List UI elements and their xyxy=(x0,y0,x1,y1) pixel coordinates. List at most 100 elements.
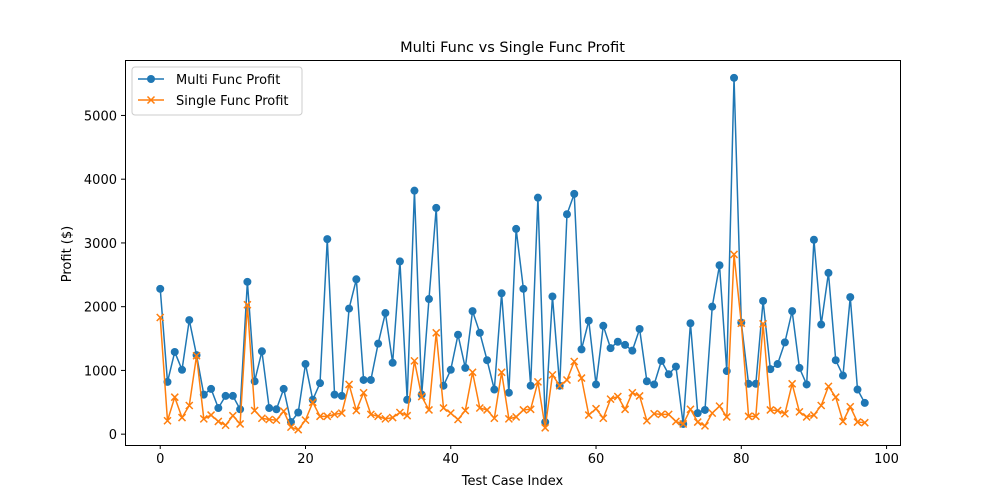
data-point xyxy=(236,419,245,428)
x-tick-label: 80 xyxy=(733,452,750,467)
data-point xyxy=(657,410,666,419)
data-point xyxy=(294,425,303,434)
data-point xyxy=(599,414,608,423)
data-point xyxy=(766,405,775,414)
data-point xyxy=(177,413,187,422)
data-point xyxy=(788,379,797,388)
data-point xyxy=(236,405,245,414)
data-point xyxy=(395,408,404,417)
data-point xyxy=(461,363,470,372)
data-point xyxy=(577,374,586,383)
data-point xyxy=(279,384,288,393)
data-point xyxy=(243,277,252,286)
data-point xyxy=(475,403,484,413)
data-point xyxy=(337,391,346,400)
data-point xyxy=(846,402,855,411)
data-point xyxy=(424,405,434,414)
data-point xyxy=(490,385,499,394)
data-point xyxy=(606,344,615,353)
data-point xyxy=(853,418,862,427)
data-point xyxy=(722,412,731,421)
data-point xyxy=(795,407,804,416)
data-point xyxy=(671,417,680,426)
y-tick-label: 5000 xyxy=(84,109,117,124)
legend: Multi Func Profit Single Func Profit xyxy=(131,66,303,116)
data-point xyxy=(642,377,651,386)
data-point xyxy=(185,401,194,410)
data-point xyxy=(526,381,535,390)
data-point xyxy=(541,423,550,432)
data-point xyxy=(214,404,223,413)
data-point xyxy=(410,356,419,365)
data-point xyxy=(446,409,455,418)
data-point xyxy=(700,405,709,414)
data-point xyxy=(359,388,368,397)
data-point xyxy=(461,406,470,415)
data-point xyxy=(730,73,739,82)
data-point xyxy=(650,380,659,389)
data-point xyxy=(802,412,811,421)
data-point xyxy=(671,362,680,371)
x-tick-label: 20 xyxy=(297,452,314,467)
x-tick-label: 100 xyxy=(874,452,899,467)
y-tick-label: 3000 xyxy=(84,237,117,252)
data-point xyxy=(773,360,782,369)
data-point xyxy=(395,257,404,266)
data-point xyxy=(366,375,375,384)
data-point xyxy=(323,412,332,421)
data-point xyxy=(504,388,513,397)
data-point xyxy=(693,409,702,418)
data-point xyxy=(751,412,760,421)
data-point xyxy=(374,412,383,421)
data-point xyxy=(257,414,266,423)
data-point xyxy=(686,405,695,414)
data-point xyxy=(483,356,492,365)
data-point xyxy=(257,347,266,356)
x-axis-label: Test Case Index xyxy=(461,474,564,489)
data-point xyxy=(439,403,448,413)
plot-area xyxy=(156,73,869,434)
data-point xyxy=(613,337,622,346)
data-point xyxy=(228,411,237,420)
data-point xyxy=(388,358,397,367)
data-point xyxy=(497,368,506,377)
y-tick-label: 4000 xyxy=(84,173,117,188)
data-point xyxy=(228,391,237,400)
data-point xyxy=(606,395,615,404)
data-point xyxy=(853,385,862,394)
data-point xyxy=(519,405,528,414)
data-point xyxy=(483,405,492,414)
data-point xyxy=(207,384,216,393)
data-point xyxy=(170,347,179,356)
data-point xyxy=(817,401,826,410)
data-point xyxy=(766,365,775,374)
data-point xyxy=(635,324,644,333)
data-point xyxy=(403,411,412,420)
data-point xyxy=(272,416,281,425)
data-point xyxy=(780,409,789,418)
data-point xyxy=(221,391,230,400)
plot-frame xyxy=(125,60,901,446)
data-point xyxy=(286,423,295,432)
data-point xyxy=(519,284,528,293)
data-point xyxy=(272,405,281,414)
data-point xyxy=(468,368,477,377)
data-point xyxy=(199,414,208,423)
data-point xyxy=(860,398,869,407)
data-point xyxy=(301,416,310,425)
data-point xyxy=(512,224,521,233)
data-point xyxy=(330,410,339,419)
data-point xyxy=(446,365,455,374)
legend-label-multi: Multi Func Profit xyxy=(176,73,280,88)
data-point xyxy=(533,377,542,386)
data-point xyxy=(250,406,259,415)
data-point xyxy=(265,404,274,413)
data-point xyxy=(279,407,288,416)
data-point xyxy=(504,414,513,423)
data-point xyxy=(795,363,804,372)
data-point xyxy=(838,417,848,426)
y-axis: 0 1000 2000 3000 4000 5000 xyxy=(84,109,125,443)
data-point xyxy=(621,405,630,414)
data-point xyxy=(178,365,187,374)
